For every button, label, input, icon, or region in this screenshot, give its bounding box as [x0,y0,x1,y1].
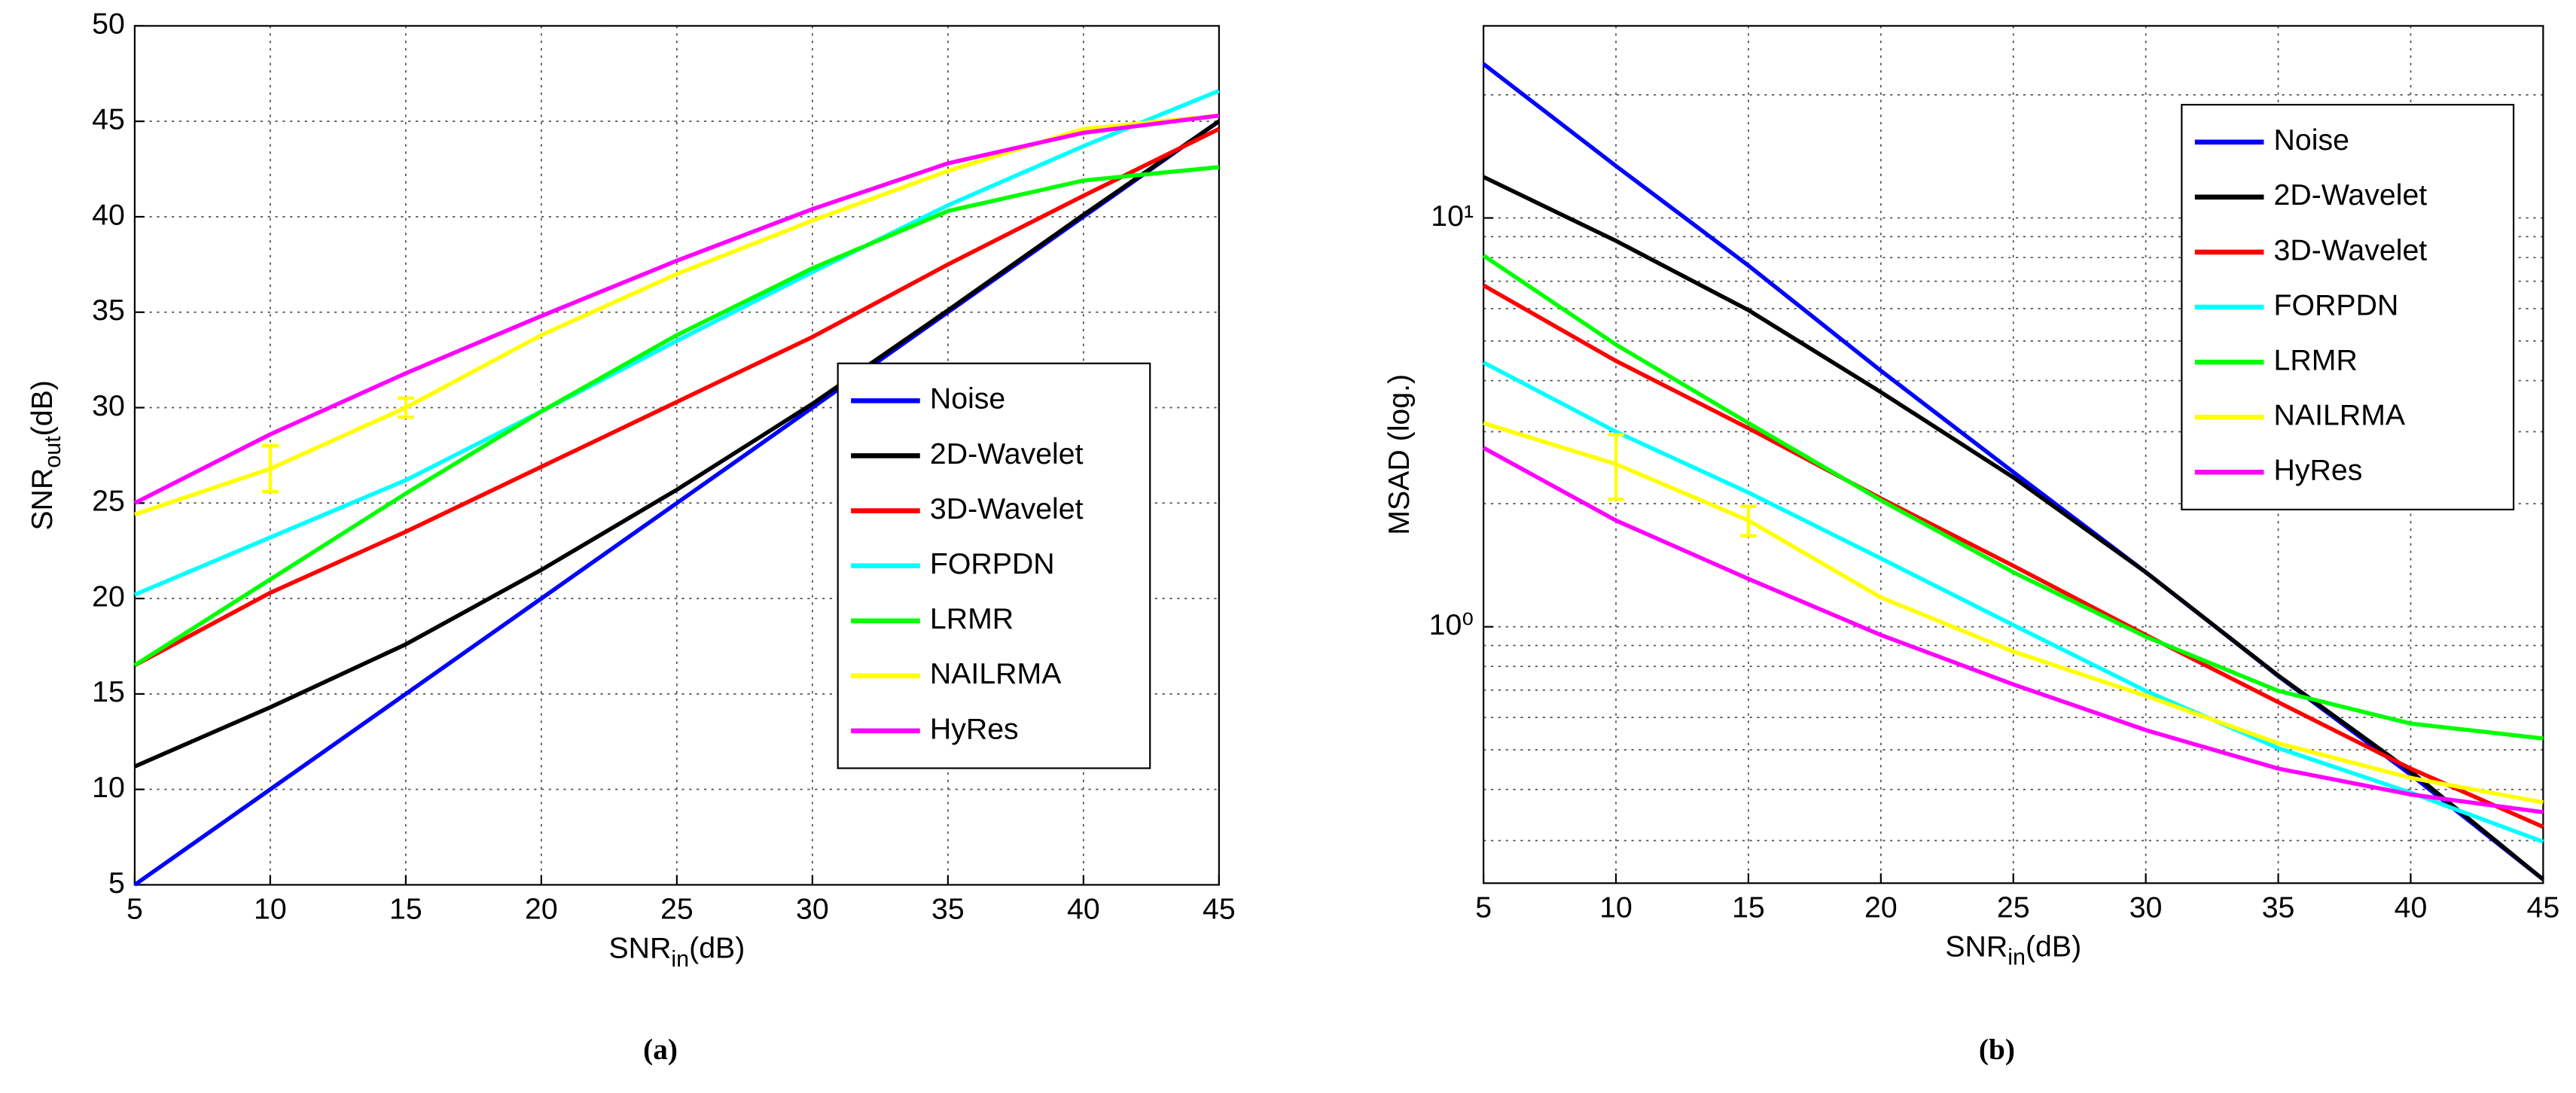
legend-label: NAILRMA [2274,399,2406,432]
x-tick-label: 10 [254,893,287,926]
y-axis-label-text: MSAD (log.) [1383,374,1416,535]
legend-label: Noise [2274,123,2349,157]
y-axis-label-text: SNR [26,468,59,531]
legend-label: NAILRMA [930,657,1062,690]
x-tick-label: 40 [1067,893,1100,926]
error-bar [1740,504,1757,537]
x-tick-label: 30 [796,893,829,926]
series-line [133,113,1220,505]
series-line [1482,361,2544,844]
y-tick-label: 10¹ [1431,199,1474,233]
x-axis-label-text: SNR [1945,930,2007,964]
x-tick-label: 5 [127,893,143,926]
x-axis-label-text: SNR [608,932,671,965]
x-tick-label: 10 [1599,891,1632,924]
x-tick-label: 25 [1997,891,2030,924]
series-line [1482,254,2544,741]
error-bar [1608,433,1624,501]
y-tick-label: 25 [92,485,125,518]
legend-label: HyRes [930,712,1019,745]
series-line [133,119,1221,769]
error-bar [261,444,279,494]
legend-label: LRMR [930,602,1014,635]
y-tick-label: 40 [92,198,125,231]
y-axis-label-sub: out [40,436,66,468]
axes-frame [1483,25,2544,884]
legend-label: HyRes [2274,454,2363,487]
x-axis-label-sub: in [2007,945,2026,970]
y-axis-label: MSAD (log.) [1383,374,1416,535]
x-tick-label: 5 [1475,891,1492,924]
x-tick-label: 20 [525,893,558,926]
x-axis-label-suffix: (dB) [2026,930,2081,964]
x-tick-label: 45 [2527,891,2560,924]
y-tick-label: 30 [92,389,125,422]
series-line [1482,446,2544,814]
y-tick-label: 45 [92,103,125,136]
x-tick-label: 45 [1203,893,1236,926]
x-tick-label: 25 [660,893,694,926]
series-line [133,165,1220,668]
legend-label: LRMR [2274,343,2358,376]
x-axis-label-sub: in [671,946,689,972]
x-tick-label: 15 [389,893,422,926]
error-bar [397,396,414,419]
x-axis-label: SNRin(dB) [608,932,745,972]
axes-frame [133,25,1220,886]
x-tick-label: 15 [1732,891,1765,924]
panel-label: (b) [1979,1034,2015,1066]
y-tick-label: 35 [92,294,125,327]
x-tick-label: 40 [2395,891,2428,924]
legend-label: 3D-Wavelet [930,492,1084,525]
y-axis-label-suffix: (dB) [26,380,59,436]
y-tick-label: 20 [92,580,125,613]
panel-label: (a) [643,1034,678,1066]
y-tick-label: 15 [92,675,125,708]
chart: 5 10 15 20 25 30 35 40 45 10⁰ 10¹ SNRin(dB) MSAD (lo… [1383,25,2560,1066]
x-tick-label: 35 [931,893,965,926]
legend-label: 2D-Wavelet [930,437,1084,470]
y-tick-label: 10 [92,771,125,804]
legend-label: FORPDN [2274,288,2399,321]
x-tick-label: 35 [2262,891,2295,924]
legend-label: 3D-Wavelet [2274,233,2428,266]
y-axis-label: SNRout(dB) [26,380,66,531]
x-axis-label-suffix: (dB) [689,932,745,965]
series-line [1482,283,2544,830]
legend-label: 2D-Wavelet [2274,178,2428,212]
x-tick-label: 20 [1864,891,1898,924]
series-line [133,126,1221,668]
chart: 5 10 15 20 25 30 35 40 455101520253035404550SNRi… [26,8,1235,1066]
x-tick-label: 30 [2129,891,2163,924]
series-line [1482,175,2545,881]
y-tick-label: 10⁰ [1429,608,1474,641]
legend-label: FORPDN [930,547,1055,580]
series-line [1483,421,2544,805]
y-tick-label: 5 [108,866,125,900]
series-line [133,89,1220,597]
legend-label: Noise [930,382,1005,416]
y-tick-label: 50 [92,8,125,41]
x-axis-label: SNRin(dB) [1945,930,2081,970]
